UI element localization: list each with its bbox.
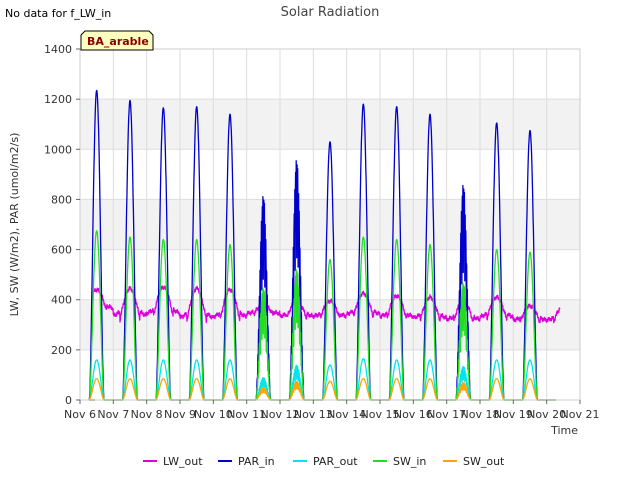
y-tick-label: 1000 <box>44 143 72 156</box>
x-tick-label: Nov 20 <box>527 408 566 421</box>
y-tick-label: 800 <box>51 193 72 206</box>
legend: LW_out PAR_in PAR_out SW_in SW_out <box>143 455 505 468</box>
y-tick-label: 1200 <box>44 93 72 106</box>
site-badge: BA_arable <box>80 30 154 51</box>
x-tick-label: Nov 19 <box>494 408 533 421</box>
y-tick-label: 400 <box>51 294 72 307</box>
y-tick-label: 0 <box>65 394 72 407</box>
legend-item-sw-out: SW_out <box>443 455 505 468</box>
x-tick-label: Nov 10 <box>194 408 233 421</box>
x-tick-label: Nov 21 <box>561 408 600 421</box>
x-tick-label: Nov 13 <box>294 408 333 421</box>
legend-item-lw-out: LW_out <box>143 455 203 468</box>
badge-label: BA_arable <box>87 35 149 48</box>
grid-band <box>80 199 580 250</box>
legend-label: LW_out <box>163 455 203 468</box>
legend-label: PAR_in <box>238 455 275 468</box>
no-data-note: No data for f_LW_in <box>5 7 112 20</box>
x-tick-label: Nov 8 <box>131 408 163 421</box>
x-tick-label: Nov 9 <box>164 408 196 421</box>
y-axis-label: LW, SW (W/m2), PAR (umol/m2/s) <box>8 133 21 317</box>
badge-shape <box>80 30 154 51</box>
x-tick-label: Nov 17 <box>427 408 466 421</box>
x-tick-label: Nov 6 <box>64 408 96 421</box>
legend-item-par-in: PAR_in <box>218 455 275 468</box>
x-tick-label: Nov 16 <box>394 408 433 421</box>
legend-item-sw-in: SW_in <box>373 455 426 468</box>
legend-label: SW_out <box>463 455 505 468</box>
y-tick-label: 200 <box>51 344 72 357</box>
x-axis-label: Time <box>550 424 578 437</box>
x-tick-label: Nov 7 <box>97 408 129 421</box>
x-tick-label: Nov 12 <box>261 408 300 421</box>
y-tick-label: 600 <box>51 244 72 257</box>
y-axis-ticks: 0 200 400 600 800 1000 1200 1400 <box>44 43 80 407</box>
x-tick-label: Nov 15 <box>361 408 400 421</box>
legend-label: SW_in <box>393 455 426 468</box>
grid-band <box>80 299 580 350</box>
x-tick-label: Nov 11 <box>227 408 266 421</box>
y-tick-label: 1400 <box>44 43 72 56</box>
plot-frame <box>79 48 581 401</box>
legend-label: PAR_out <box>313 455 358 468</box>
x-tick-label: Nov 18 <box>461 408 500 421</box>
chart-title: Solar Radiation <box>281 5 380 20</box>
x-tick-label: Nov 14 <box>327 408 366 421</box>
legend-item-par-out: PAR_out <box>293 455 358 468</box>
